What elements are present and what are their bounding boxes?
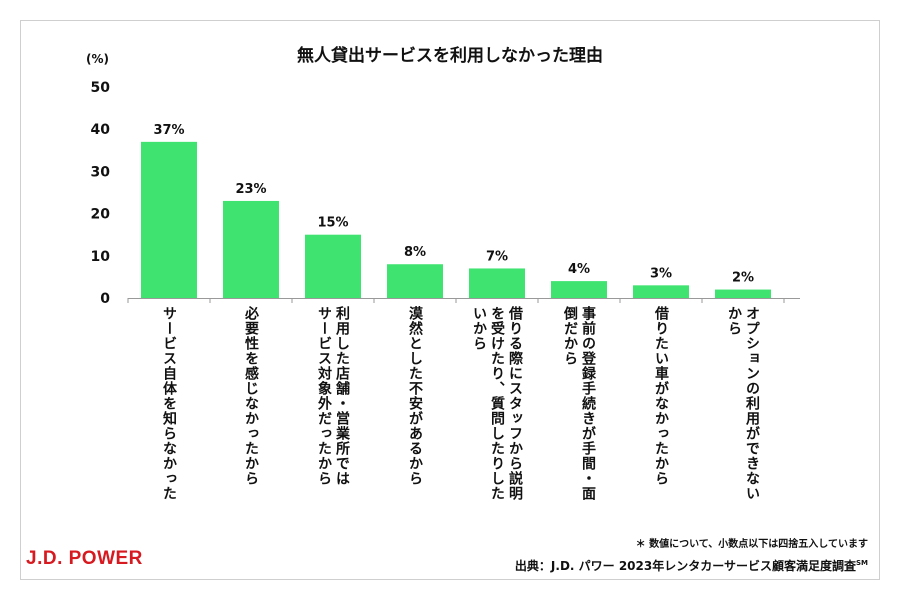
y-axis-unit: (%) (86, 52, 109, 66)
y-tick-label: 20 (91, 207, 111, 223)
bar (141, 141, 197, 298)
jd-power-logo: J.D. POWER (26, 548, 143, 569)
y-tick-label: 50 (91, 80, 111, 96)
category-label: 借りる際にスタッフから説明 を受けたり、質問したりした いから (471, 306, 523, 501)
bar (551, 281, 607, 298)
bar (715, 289, 771, 298)
data-label: 3% (650, 266, 672, 281)
category-label: 利用した店舗・営業所では サービス対象外だったから (316, 306, 350, 486)
category-label: 漠然とした不安があるから (407, 306, 423, 486)
category-label: 借りたい車がなかったから (653, 306, 669, 486)
y-tick-label: 0 (100, 291, 110, 307)
data-label: 4% (568, 262, 590, 277)
bar (633, 285, 689, 298)
chart-title: 無人貸出サービスを利用しなかった理由 (297, 46, 603, 66)
category-label: サービス自体を知らなかった (161, 306, 177, 501)
data-label: 7% (486, 249, 508, 264)
data-label: 2% (732, 271, 754, 286)
data-label: 37% (153, 123, 184, 138)
y-tick-label: 10 (91, 249, 111, 265)
bar (469, 268, 525, 298)
data-label: 8% (404, 245, 426, 260)
category-label: 事前の登録手続きが手間・面 倒だから (562, 306, 596, 501)
y-tick-label: 40 (91, 122, 111, 138)
bar (223, 200, 279, 298)
chart-frame (20, 20, 880, 580)
bar (305, 234, 361, 298)
category-label: オプションの利用ができない から (726, 306, 760, 501)
footnote: ＊ 数値について、小数点以下は四捨五入しています (635, 539, 868, 550)
data-label: 15% (317, 216, 348, 231)
source-text: 出典：J.D. パワー 2023年レンタカーサービス顧客満足度調査 (514, 559, 856, 573)
source-credit: 出典：J.D. パワー 2023年レンタカーサービス顧客満足度調査SM (515, 557, 868, 574)
bar (387, 264, 443, 298)
service-mark: SM (855, 559, 868, 567)
data-label: 23% (235, 182, 266, 197)
y-tick-label: 30 (91, 164, 111, 180)
category-label: 必要性を感じなかったから (243, 306, 259, 486)
